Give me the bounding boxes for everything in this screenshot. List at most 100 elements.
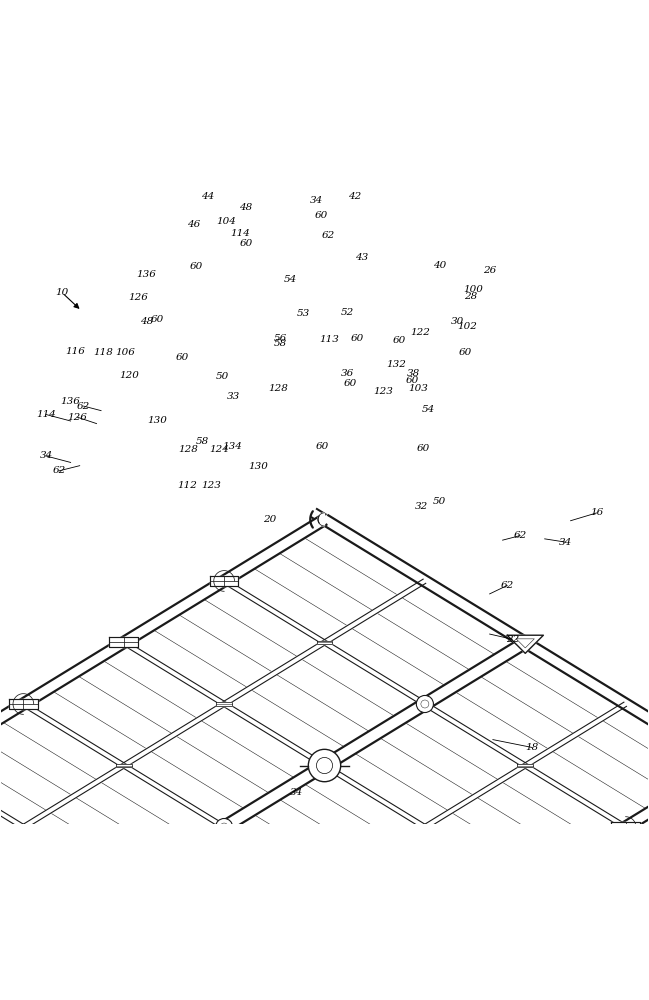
- Polygon shape: [317, 887, 332, 891]
- Polygon shape: [0, 519, 649, 1000]
- Polygon shape: [16, 825, 31, 829]
- Text: 20: 20: [263, 515, 276, 524]
- Polygon shape: [121, 640, 124, 645]
- Text: 124: 124: [210, 445, 230, 454]
- Text: 60: 60: [240, 239, 253, 248]
- Text: 62: 62: [513, 531, 527, 540]
- Polygon shape: [221, 578, 224, 584]
- Polygon shape: [22, 702, 627, 1000]
- Text: 52: 52: [341, 308, 354, 317]
- Text: 56: 56: [274, 334, 287, 343]
- Text: 103: 103: [408, 384, 428, 393]
- Text: 106: 106: [116, 348, 136, 357]
- Text: 54: 54: [284, 275, 297, 284]
- Polygon shape: [322, 515, 649, 770]
- Text: 58: 58: [196, 437, 210, 446]
- Polygon shape: [0, 884, 127, 1000]
- Polygon shape: [417, 825, 433, 829]
- Text: 40: 40: [433, 261, 447, 270]
- Polygon shape: [216, 948, 232, 952]
- Text: 126: 126: [67, 413, 87, 422]
- Text: 100: 100: [463, 285, 484, 294]
- Text: 136: 136: [61, 397, 80, 406]
- Polygon shape: [216, 702, 232, 706]
- Text: 60: 60: [406, 376, 419, 385]
- Text: 60: 60: [175, 353, 189, 362]
- Circle shape: [316, 757, 333, 774]
- Polygon shape: [425, 947, 428, 953]
- Circle shape: [115, 880, 132, 897]
- Text: 116: 116: [66, 347, 85, 356]
- Text: 113: 113: [320, 335, 339, 344]
- Text: 26: 26: [483, 266, 496, 275]
- Text: 114: 114: [36, 410, 56, 419]
- Text: 36: 36: [341, 369, 354, 378]
- Text: 104: 104: [216, 217, 236, 226]
- Text: 60: 60: [350, 334, 363, 343]
- Polygon shape: [611, 822, 640, 832]
- Text: 62: 62: [500, 581, 514, 590]
- Polygon shape: [318, 513, 324, 526]
- Text: 34: 34: [40, 451, 53, 460]
- Text: 28: 28: [463, 292, 477, 301]
- Text: 60: 60: [344, 379, 357, 388]
- Polygon shape: [511, 884, 539, 894]
- Polygon shape: [110, 637, 138, 647]
- Text: 42: 42: [348, 192, 361, 201]
- Text: 44: 44: [201, 192, 215, 201]
- Text: 33: 33: [227, 392, 241, 401]
- Polygon shape: [210, 576, 238, 586]
- Text: 60: 60: [416, 444, 430, 453]
- Polygon shape: [525, 886, 528, 892]
- Text: 60: 60: [459, 348, 472, 357]
- Polygon shape: [0, 579, 426, 952]
- Text: 62: 62: [53, 466, 66, 475]
- Text: 112: 112: [177, 481, 197, 490]
- Polygon shape: [9, 699, 38, 709]
- Polygon shape: [121, 761, 649, 1000]
- Text: 38: 38: [407, 369, 421, 378]
- Text: 10: 10: [56, 288, 69, 297]
- Text: 53: 53: [297, 309, 310, 318]
- Text: 50: 50: [433, 497, 447, 506]
- Text: 102: 102: [457, 322, 477, 331]
- Text: 132: 132: [386, 360, 406, 369]
- Text: 58: 58: [274, 339, 287, 348]
- Text: 114: 114: [230, 229, 251, 238]
- Polygon shape: [38, 761, 649, 1000]
- Text: 128: 128: [178, 445, 199, 454]
- Text: 48: 48: [239, 203, 252, 212]
- Text: 34: 34: [290, 788, 303, 797]
- Circle shape: [15, 942, 32, 959]
- Text: 62: 62: [322, 231, 335, 240]
- Polygon shape: [223, 579, 627, 829]
- Text: 122: 122: [410, 328, 430, 337]
- Polygon shape: [311, 508, 649, 821]
- Text: 22: 22: [506, 635, 519, 644]
- Circle shape: [308, 749, 341, 782]
- Text: 43: 43: [356, 253, 369, 262]
- Text: 128: 128: [268, 384, 288, 393]
- Text: 60: 60: [190, 262, 203, 271]
- Polygon shape: [0, 515, 327, 893]
- Polygon shape: [0, 825, 225, 1000]
- Polygon shape: [123, 640, 526, 891]
- Polygon shape: [626, 824, 629, 830]
- Polygon shape: [411, 945, 439, 955]
- Polygon shape: [507, 635, 543, 653]
- Text: 120: 120: [119, 371, 139, 380]
- Text: 123: 123: [373, 387, 393, 396]
- Text: 46: 46: [187, 220, 201, 229]
- Text: 136: 136: [136, 270, 156, 279]
- Circle shape: [108, 872, 140, 905]
- Text: 30: 30: [450, 317, 464, 326]
- Polygon shape: [0, 637, 528, 1000]
- Text: 34: 34: [559, 538, 572, 547]
- Text: 60: 60: [393, 336, 406, 345]
- Text: 123: 123: [201, 481, 221, 490]
- Circle shape: [416, 695, 434, 713]
- Text: 54: 54: [421, 405, 435, 414]
- Polygon shape: [116, 764, 132, 767]
- Circle shape: [215, 818, 233, 836]
- Text: 60: 60: [151, 315, 164, 324]
